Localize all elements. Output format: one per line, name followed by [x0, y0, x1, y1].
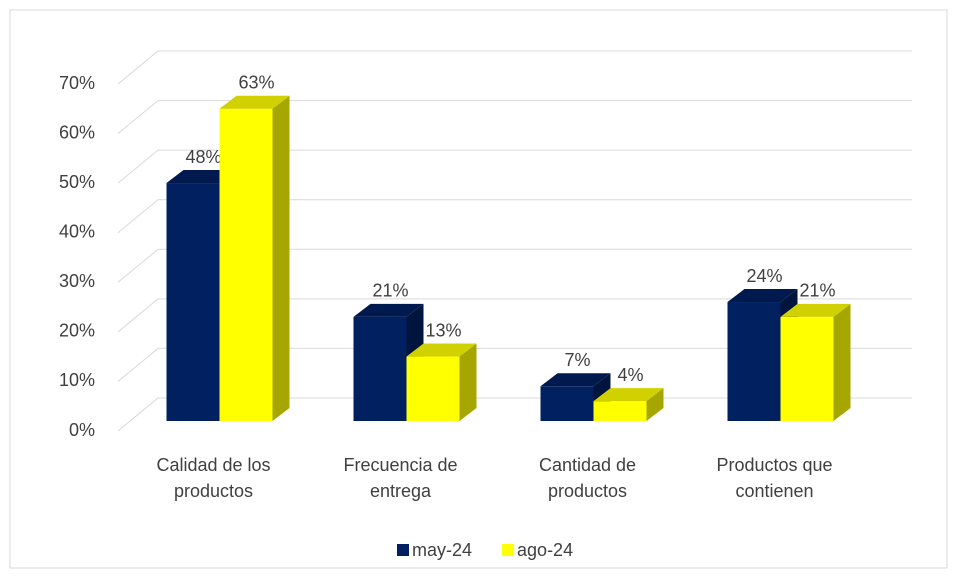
legend-label: ago-24 [517, 540, 573, 560]
grid-line [117, 100, 912, 134]
bar [353, 303, 424, 421]
y-tick-label: 70% [59, 73, 95, 93]
data-label: 13% [425, 320, 461, 340]
grid-line [117, 347, 912, 382]
chart-border [9, 9, 948, 569]
bar-face [459, 343, 477, 421]
bar [780, 303, 851, 421]
bar-face [219, 95, 290, 109]
bar-face [646, 388, 664, 421]
bar-face [833, 303, 851, 421]
data-label: 48% [185, 147, 221, 167]
y-tick-label: 50% [59, 172, 95, 192]
bar [593, 388, 664, 421]
bar-face [727, 289, 798, 303]
grid-line [117, 248, 912, 283]
y-tick-label: 20% [59, 321, 95, 341]
bar-face [593, 388, 664, 402]
bar-face [540, 386, 594, 421]
grid-line [117, 50, 912, 85]
y-tick-label: 60% [59, 122, 95, 142]
bar [540, 373, 611, 421]
legend-swatch [502, 544, 515, 556]
bar-face [780, 303, 851, 317]
bar [406, 343, 477, 421]
data-label: 21% [799, 281, 835, 301]
bar-face [166, 183, 220, 421]
data-label: 24% [746, 266, 782, 286]
y-tick-label: 30% [59, 271, 95, 291]
grid-line [117, 298, 912, 333]
grid-line [117, 199, 912, 234]
grid-line [117, 149, 912, 184]
bar-face [272, 95, 290, 421]
bar-face [166, 170, 237, 184]
legend-label: may-24 [412, 540, 472, 560]
data-label: 4% [617, 365, 643, 385]
bar-face [219, 108, 273, 421]
bar-face [727, 302, 781, 421]
legend-swatch [397, 544, 409, 556]
bar-face [540, 373, 611, 387]
y-tick-label: 0% [69, 420, 95, 440]
x-tick-label: Productos que contienen [716, 455, 833, 501]
bar-face [406, 356, 460, 421]
bar-face [406, 343, 477, 357]
data-label: 63% [238, 72, 274, 92]
y-tick-label: 40% [59, 221, 95, 241]
data-label: 7% [564, 350, 590, 370]
bar-face [353, 303, 424, 317]
x-tick-label: Calidad de los productos [156, 455, 271, 501]
x-tick-label: Frecuencia de entrega [343, 455, 458, 501]
data-label: 21% [372, 281, 408, 301]
bar [219, 95, 290, 421]
bar-face [353, 316, 407, 421]
bar-face [780, 316, 834, 421]
bar-face [593, 401, 647, 421]
y-tick-label: 10% [59, 370, 95, 390]
x-tick-label: Cantidad de productos [538, 455, 637, 501]
